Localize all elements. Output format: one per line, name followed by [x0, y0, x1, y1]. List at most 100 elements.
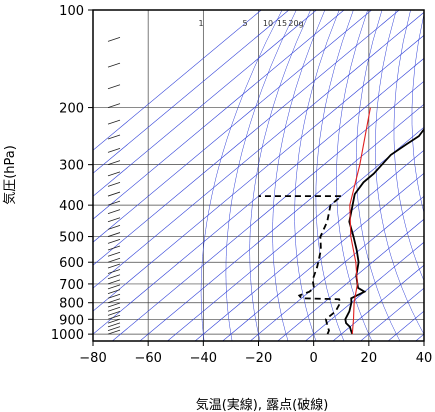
wind-barb: [107, 232, 121, 237]
x-axis: −80 −60 −40 −20 0 20 40: [79, 341, 432, 366]
wind-barb: [107, 148, 121, 153]
x-tick-label: 0: [310, 351, 318, 366]
mixing-ratio-label: 20g: [288, 19, 303, 28]
isotherm-line: [194, 149, 424, 341]
y-tick-label: 500: [59, 231, 84, 246]
wind-barb-layer: [107, 10, 121, 335]
grid-layer: [93, 10, 435, 341]
wind-barb: [107, 322, 121, 328]
wind-barb: [107, 119, 121, 125]
mixing-ratio-label-layer: 1 5 10 15 20g: [198, 19, 303, 28]
isotherm-line: [167, 126, 424, 341]
dry-adiabat-line: [272, 10, 326, 341]
x-tick-label: −80: [79, 351, 106, 366]
dry-adiabat-line: [411, 12, 424, 214]
isotherm-line: [93, 10, 262, 151]
isotherm-line: [277, 218, 424, 341]
isotherm-line: [93, 10, 372, 243]
x-tick-label: −60: [134, 351, 161, 366]
y-tick-label: 100: [59, 4, 84, 19]
wind-barb: [107, 171, 121, 177]
wind-barb: [107, 191, 121, 197]
wind-barb: [107, 37, 121, 42]
wind-barb: [107, 217, 121, 223]
isotherm-line: [93, 10, 400, 266]
wind-barb: [107, 269, 121, 274]
wind-barb: [107, 326, 121, 331]
parcel-path-line: [349, 107, 371, 335]
isotherm-line: [93, 10, 290, 174]
isotherm-line: [222, 172, 424, 341]
y-tick-label: 300: [59, 159, 84, 174]
series-layer: [258, 107, 424, 335]
x-tick-label: −20: [245, 351, 272, 366]
wind-barb: [107, 181, 121, 187]
wind-barb: [107, 310, 121, 316]
wind-barb: [107, 318, 121, 324]
isotherm-line: [415, 333, 424, 341]
x-axis-title: 気温(実線), 露点(破線): [196, 397, 329, 412]
wind-barb: [107, 263, 121, 269]
mixing-ratio-label: 10: [263, 19, 273, 28]
y-axis-title: 気圧(hPa): [2, 145, 18, 205]
isotherm-line: [93, 57, 424, 335]
y-tick-label: 800: [59, 297, 84, 312]
wind-barb: [107, 284, 121, 290]
isotherm-line: [112, 80, 424, 341]
wind-barb: [107, 257, 121, 263]
wind-barb: [107, 84, 121, 90]
wind-barb: [107, 239, 121, 244]
temperature-line: [344, 127, 424, 335]
wind-barb: [107, 279, 121, 285]
wind-barb: [107, 62, 121, 68]
dry-adiabat-line: [355, 10, 401, 341]
isotherm-line: [332, 264, 424, 341]
isotherm-line: [250, 195, 424, 341]
dry-adiabat-line: [225, 10, 297, 341]
dewpoint-line: [258, 195, 344, 335]
isotherm-line: [93, 11, 424, 289]
mixing-ratio-label: 5: [242, 19, 247, 28]
mixing-ratio-label: 1: [198, 19, 203, 28]
wind-barb: [107, 298, 121, 304]
dry-adiabat-line: [429, 10, 435, 341]
wind-barb: [107, 209, 121, 215]
wind-barb: [107, 160, 121, 166]
dry-adiabat-line: [294, 10, 340, 341]
y-tick-label: 700: [59, 278, 84, 293]
wind-barb: [107, 293, 121, 299]
y-tick-label: 200: [59, 102, 84, 117]
wind-barb: [107, 224, 121, 230]
y-tick-label: 600: [59, 256, 84, 271]
wind-barb: [107, 314, 121, 320]
wind-barb: [107, 274, 121, 280]
y-tick-label: 400: [59, 199, 84, 214]
wind-barb: [107, 306, 121, 312]
wind-barb: [107, 200, 121, 206]
dry-adiabat-line: [200, 10, 283, 341]
isotherm-line: [93, 34, 424, 312]
y-tick-label: 900: [59, 313, 84, 328]
wind-barb: [107, 251, 121, 257]
wind-barb: [107, 134, 121, 140]
dry-adiabat-line: [336, 10, 373, 341]
wind-barb: [107, 329, 121, 335]
wind-barb: [107, 302, 121, 308]
isotherm-line: [93, 10, 345, 220]
wind-barb: [107, 289, 121, 295]
dry-adiabat-line: [315, 10, 354, 341]
x-tick-label: 40: [416, 351, 433, 366]
dry-adiabat-line: [249, 10, 311, 341]
x-tick-label: −40: [190, 351, 217, 366]
mixing-ratio-label: 15: [277, 19, 287, 28]
dry-adiabat-line: [375, 10, 424, 335]
y-tick-label: 1000: [51, 328, 84, 343]
wind-barb: [107, 103, 121, 108]
isotherm-line: [93, 10, 317, 197]
wind-barb: [107, 245, 121, 251]
isotherm-line: [305, 241, 424, 341]
dry-adiabat-line: [393, 10, 424, 282]
